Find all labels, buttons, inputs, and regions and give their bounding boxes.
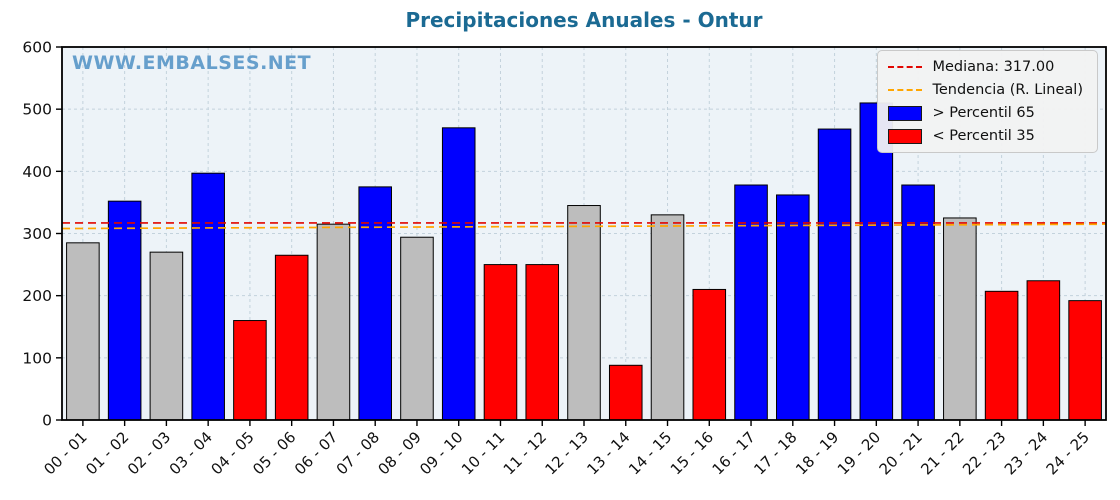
y-tick-label: 300 [22,225,52,243]
low-percentile-swatch [888,128,923,144]
y-tick-label: 200 [22,287,52,305]
x-tick-label: 03 - 04 [166,428,216,478]
x-tick-label: 22 - 23 [959,428,1009,478]
bar-22-23 [984,290,1019,421]
trend-dash-sample [888,89,923,91]
x-tick-label: 19 - 20 [834,428,884,478]
x-tick-label: 09 - 10 [416,428,466,478]
x-tick-label: 15 - 16 [667,428,717,478]
high-percentile-swatch [888,105,923,121]
bar-04-05 [233,320,267,421]
x-tick-label: 14 - 15 [625,428,675,478]
y-tick-label: 400 [22,163,52,181]
bar-15-16 [692,288,727,421]
bar-08-09 [400,236,434,421]
bar-11-12 [525,264,560,421]
legend-item-median: Mediana: 317.00 [888,59,1083,75]
bar-12-13 [567,205,601,421]
x-tick-label: 11 - 12 [500,428,550,478]
bar-13-14 [608,364,643,421]
bar-18-19 [817,128,852,421]
bar-09-10 [441,127,476,421]
bar-10-11 [483,264,518,421]
x-tick-label: 04 - 05 [207,428,257,478]
bar-01-02 [107,200,142,421]
bar-16-17 [734,184,768,421]
legend-label-high: > Percentil 65 [932,105,1035,121]
bar-06-07 [316,223,351,421]
bar-07-08 [358,186,392,421]
x-tick-label: 20 - 21 [876,428,926,478]
bar-05-06 [274,254,309,421]
x-tick-label: 17 - 18 [750,428,800,478]
x-tick-label: 18 - 19 [792,428,842,478]
trend-line [61,223,1107,230]
x-tick-label: 01 - 02 [82,428,132,478]
bar-19-20 [859,102,894,421]
y-tick-label: 100 [22,349,52,367]
x-tick-label: 00 - 01 [40,428,90,478]
x-tick-label: 05 - 06 [249,428,299,478]
chart-title: Precipitaciones Anuales - Ontur [405,8,763,32]
watermark-text: WWW.EMBALSES.NET [72,52,312,74]
bar-03-04 [191,172,225,421]
bar-17-18 [776,194,810,421]
x-tick-label: 24 - 25 [1043,428,1093,478]
bar-21-22 [943,217,977,421]
x-tick-label: 08 - 09 [374,428,424,478]
x-tick-label: 02 - 03 [124,428,174,478]
x-tick-label: 16 - 17 [709,428,759,478]
bar-24-25 [1068,300,1102,421]
bar-00-01 [66,242,100,421]
x-tick-label: 13 - 14 [583,428,633,478]
x-tick-label: 06 - 07 [291,428,341,478]
x-tick-label: 07 - 08 [333,428,383,478]
bar-02-03 [149,251,184,421]
bar-20-21 [901,184,935,421]
x-tick-label: 10 - 11 [458,428,508,478]
bar-23-24 [1026,280,1061,421]
legend-item-low: < Percentil 35 [888,128,1083,144]
legend-label-low: < Percentil 35 [932,128,1035,144]
x-tick-label: 12 - 13 [542,428,592,478]
legend-label-trend: Tendencia (R. Lineal) [932,82,1083,98]
legend: Mediana: 317.00 Tendencia (R. Lineal) > … [877,50,1098,153]
y-tick-label: 500 [22,101,52,119]
legend-label-median: Mediana: 317.00 [932,59,1055,75]
y-tick-label: 600 [22,39,52,57]
legend-item-high: > Percentil 65 [888,105,1083,121]
median-dash-sample [888,66,923,68]
x-tick-label: 23 - 24 [1001,428,1051,478]
bar-14-15 [650,214,685,421]
legend-item-trend: Tendencia (R. Lineal) [888,82,1083,98]
x-tick-label: 21 - 22 [917,428,967,478]
y-tick-label: 0 [42,412,52,430]
